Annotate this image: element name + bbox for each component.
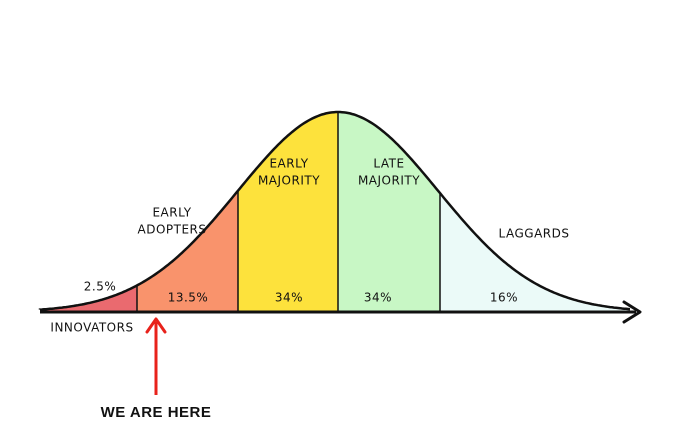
segment-label: MAJORITY: [258, 174, 320, 188]
segment-area: [238, 112, 338, 312]
segment-label: INNOVATORS: [50, 321, 133, 335]
segment-area: [338, 112, 440, 312]
segment-label: LATE: [373, 157, 404, 171]
segment-label: EARLY: [152, 206, 191, 220]
segment-label: LAGGARDS: [499, 227, 570, 241]
segment-area: [40, 285, 137, 312]
segment-label: MAJORITY: [358, 174, 420, 188]
segment-fills: [40, 112, 630, 312]
axis-arrowhead: [622, 300, 642, 324]
curve-lines: [38, 110, 631, 312]
segment-percent: 34%: [275, 291, 303, 305]
here-arrowhead: [145, 317, 167, 334]
here-label: WE ARE HERE: [101, 404, 212, 421]
segment-area: [440, 193, 630, 312]
segment-percent: 16%: [490, 291, 518, 305]
segment-percent: 13.5%: [168, 291, 209, 305]
labels: 2.5% INNOVATORS 13.5% EARLY ADOPTERS 34% EARLY…: [50, 157, 569, 335]
segment-percent: 2.5%: [84, 280, 117, 294]
segment-label: EARLY: [269, 157, 308, 171]
segment-label: ADOPTERS: [138, 223, 207, 237]
bell-curve: [38, 110, 631, 311]
segment-percent: 34%: [364, 291, 392, 305]
